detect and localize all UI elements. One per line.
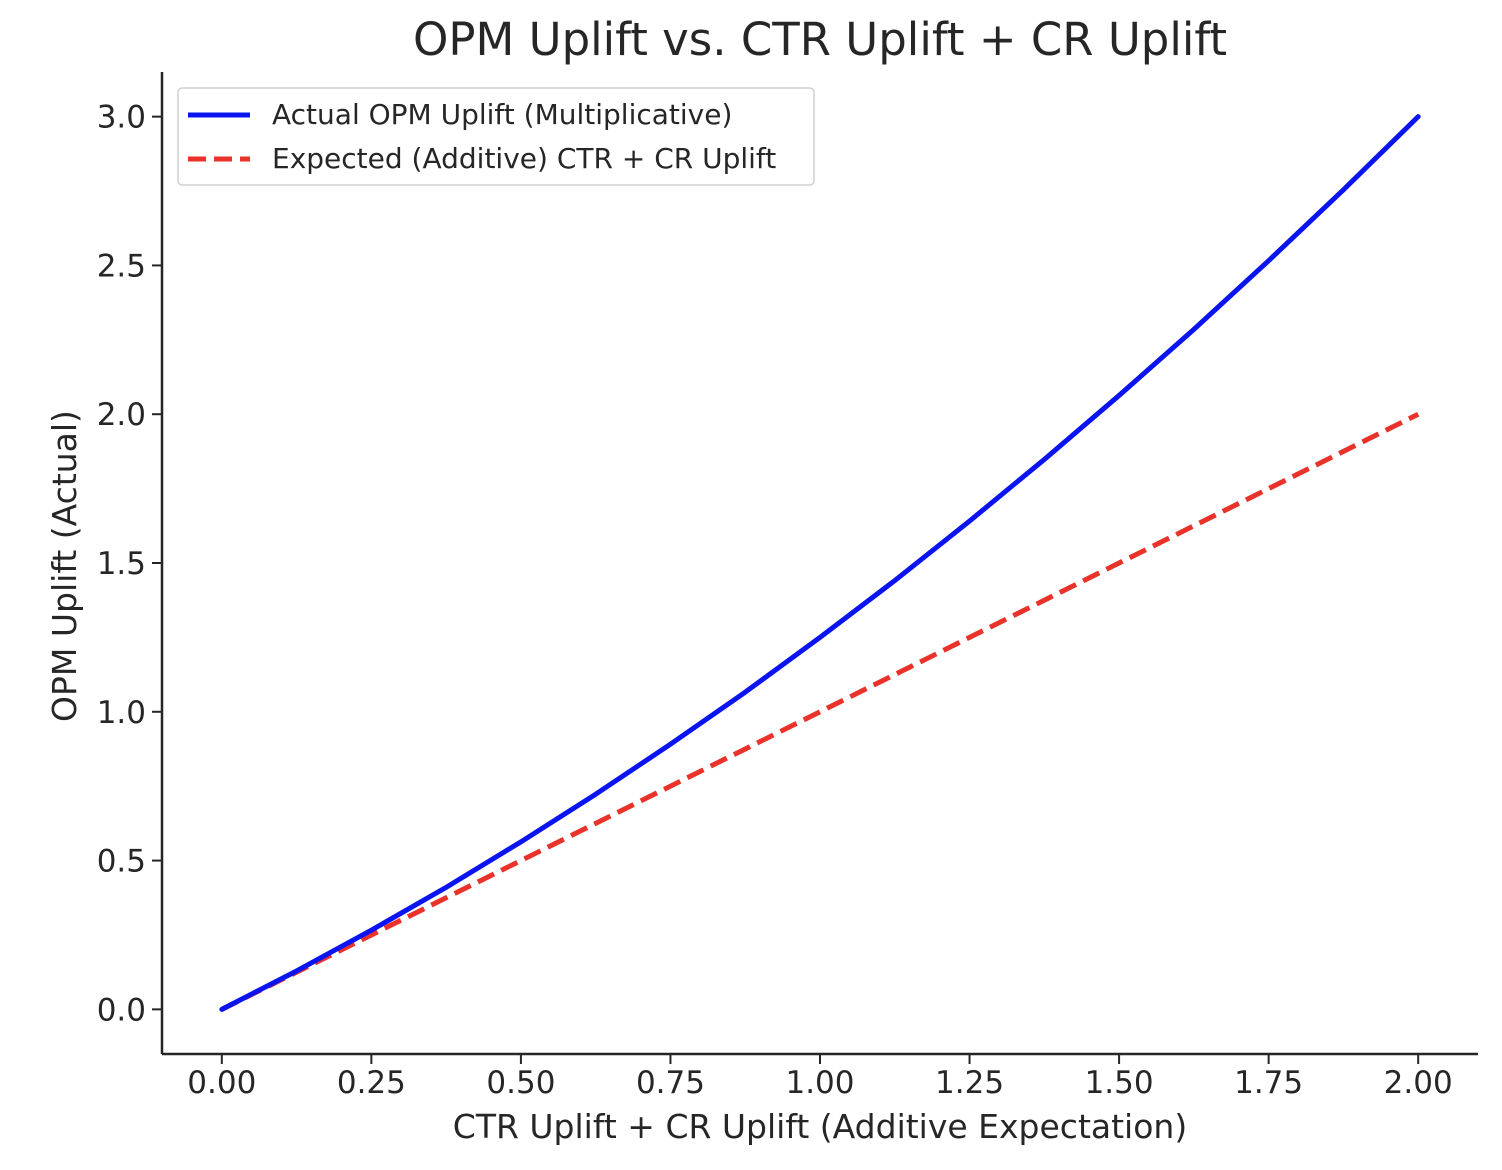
series-line-expected <box>220 411 1420 1012</box>
y-ticks: 0.0 0.5 1.0 1.5 2.0 2.5 3.0 <box>97 100 162 1028</box>
y-tick-label: 0.0 <box>97 992 146 1028</box>
x-tick-label: 1.00 <box>785 1065 854 1101</box>
x-axis-label: CTR Uplift + CR Uplift (Additive Expecta… <box>453 1107 1187 1146</box>
y-tick-label: 1.0 <box>97 695 146 731</box>
legend: Actual OPM Uplift (Multiplicative) Expec… <box>177 87 815 186</box>
y-tick-label: 1.5 <box>97 546 146 582</box>
legend-label-actual: Actual OPM Uplift (Multiplicative) <box>272 98 732 131</box>
plot-area <box>219 114 1421 1012</box>
x-ticks: 0.00 0.25 0.50 0.75 1.00 1.25 1.50 1.75 2.00 <box>187 1054 1453 1101</box>
legend-label-expected: Expected (Additive) CTR + CR Uplift <box>272 142 776 175</box>
y-tick-label: 3.0 <box>97 100 146 136</box>
x-tick-label: 1.25 <box>935 1065 1004 1101</box>
series-line-actual <box>219 114 1421 1012</box>
x-tick-label: 0.50 <box>486 1065 555 1101</box>
x-tick-label: 0.25 <box>337 1065 406 1101</box>
x-tick-label: 0.75 <box>636 1065 705 1101</box>
x-tick-label: 0.00 <box>187 1065 256 1101</box>
chart-title: OPM Uplift vs. CTR Uplift + CR Uplift <box>413 13 1227 66</box>
x-tick-label: 2.00 <box>1384 1065 1453 1101</box>
y-axis-label: OPM Uplift (Actual) <box>45 410 84 722</box>
x-tick-label: 1.50 <box>1085 1065 1154 1101</box>
y-tick-label: 0.5 <box>97 844 146 880</box>
y-tick-label: 2.0 <box>97 397 146 433</box>
x-tick-label: 1.75 <box>1234 1065 1303 1101</box>
legend-frame <box>177 87 815 186</box>
y-tick-label: 2.5 <box>97 248 146 284</box>
